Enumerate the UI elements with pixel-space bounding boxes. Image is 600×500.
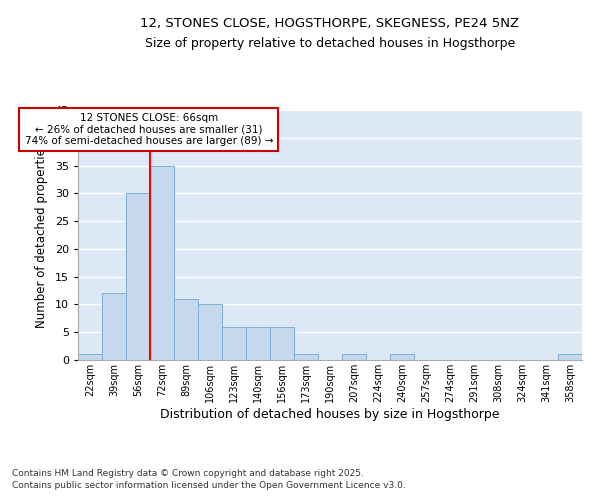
- Bar: [294, 354, 318, 360]
- Bar: [126, 194, 150, 360]
- Text: 12, STONES CLOSE, HOGSTHORPE, SKEGNESS, PE24 5NZ: 12, STONES CLOSE, HOGSTHORPE, SKEGNESS, …: [140, 18, 520, 30]
- Bar: [78, 354, 102, 360]
- Bar: [390, 354, 414, 360]
- Bar: [150, 166, 174, 360]
- Bar: [270, 326, 294, 360]
- Text: 12 STONES CLOSE: 66sqm
← 26% of detached houses are smaller (31)
74% of semi-det: 12 STONES CLOSE: 66sqm ← 26% of detached…: [25, 113, 273, 146]
- X-axis label: Distribution of detached houses by size in Hogsthorpe: Distribution of detached houses by size …: [160, 408, 500, 421]
- Text: Contains HM Land Registry data © Crown copyright and database right 2025.: Contains HM Land Registry data © Crown c…: [12, 468, 364, 477]
- Text: Size of property relative to detached houses in Hogsthorpe: Size of property relative to detached ho…: [145, 38, 515, 51]
- Bar: [246, 326, 270, 360]
- Text: Contains public sector information licensed under the Open Government Licence v3: Contains public sector information licen…: [12, 481, 406, 490]
- Y-axis label: Number of detached properties: Number of detached properties: [35, 142, 48, 328]
- Bar: [174, 299, 198, 360]
- Bar: [198, 304, 222, 360]
- Bar: [558, 354, 582, 360]
- Bar: [342, 354, 366, 360]
- Bar: [102, 294, 126, 360]
- Bar: [222, 326, 246, 360]
